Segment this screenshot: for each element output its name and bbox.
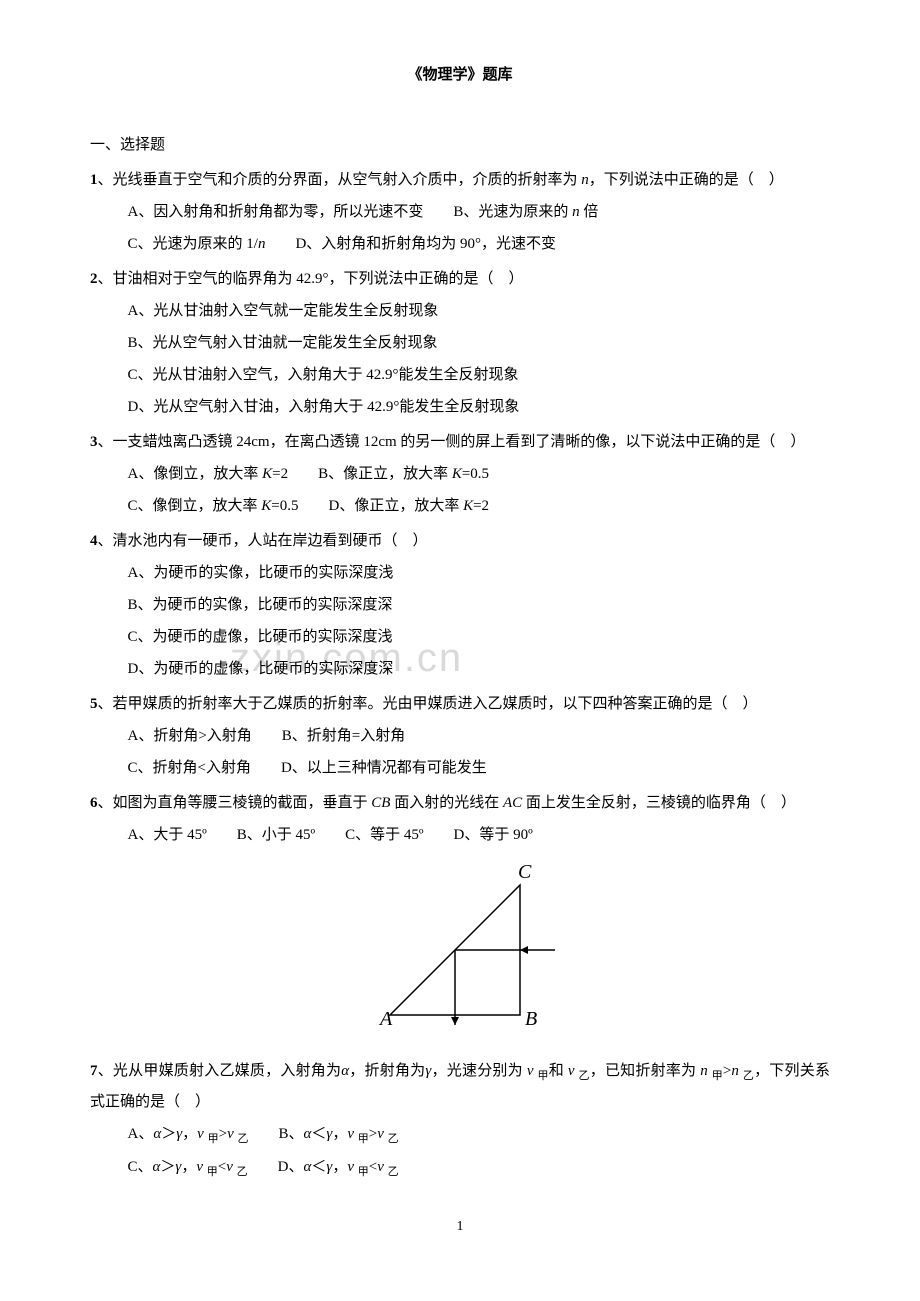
question-7: 7、光从甲媒质射入乙媒质，入射角为α，折射角为γ，光速分别为 v 甲和 v 乙，… (90, 1056, 830, 1183)
option-line: A、光从甘油射入空气就一定能发生全反射现象 (128, 296, 831, 326)
svg-text:B: B (525, 1008, 537, 1030)
option-line: C、为硬币的虚像，比硬币的实际深度浅 (128, 622, 831, 652)
option-line: C、像倒立，放大率 K=0.5 D、像正立，放大率 K=2 (128, 491, 831, 521)
option-line: B、光从空气射入甘油就一定能发生全反射现象 (128, 328, 831, 358)
question-4: 4、清水池内有一硬币，人站在岸边看到硬币（ ）A、为硬币的实像，比硬币的实际深度… (90, 526, 830, 684)
option-line: D、为硬币的虚像，比硬币的实际深度深 (128, 654, 831, 684)
question-text: 2、甘油相对于空气的临界角为 42.9°，下列说法中正确的是（ ） (90, 264, 830, 294)
option-line: B、为硬币的实像，比硬币的实际深度深 (128, 590, 831, 620)
option-line: C、光速为原来的 1/n D、入射角和折射角均为 90°，光速不变 (128, 229, 831, 259)
question-6: 6、如图为直角等腰三棱镜的截面，垂直于 CB 面入射的光线在 AC 面上发生全反… (90, 788, 830, 1046)
option-line: C、光从甘油射入空气，入射角大于 42.9°能发生全反射现象 (128, 360, 831, 390)
question-text: 5、若甲媒质的折射率大于乙媒质的折射率。光由甲媒质进入乙媒质时，以下四种答案正确… (90, 689, 830, 719)
svg-text:A: A (378, 1008, 393, 1030)
options: A、折射角>入射角 B、折射角=入射角C、折射角<入射角 D、以上三种情况都有可… (90, 721, 830, 783)
page-title: 《物理学》题库 (90, 60, 830, 90)
options: A、为硬币的实像，比硬币的实际深度浅B、为硬币的实像，比硬币的实际深度深C、为硬… (90, 558, 830, 684)
options: A、因入射角和折射角都为零，所以光速不变 B、光速为原来的 n 倍C、光速为原来… (90, 197, 830, 259)
option-line: A、折射角>入射角 B、折射角=入射角 (128, 721, 831, 751)
section-header: 一、选择题 (90, 130, 830, 160)
options: A、大于 45º B、小于 45º C、等于 45º D、等于 90º (90, 820, 830, 850)
question-1: 1、光线垂直于空气和介质的分界面，从空气射入介质中，介质的折射率为 n，下列说法… (90, 165, 830, 259)
option-line: D、光从空气射入甘油，入射角大于 42.9°能发生全反射现象 (128, 392, 831, 422)
triangle-figure: A B C (90, 860, 830, 1046)
question-3: 3、一支蜡烛离凸透镜 24cm，在离凸透镜 12cm 的另一侧的屏上看到了清晰的… (90, 427, 830, 521)
option-line: C、折射角<入射角 D、以上三种情况都有可能发生 (128, 753, 831, 783)
options: A、α＞γ，v 甲>v 乙 B、α＜γ，v 甲>v 乙C、α＞γ，v 甲<v 乙… (90, 1119, 830, 1183)
question-text: 6、如图为直角等腰三棱镜的截面，垂直于 CB 面入射的光线在 AC 面上发生全反… (90, 788, 830, 818)
question-text: 3、一支蜡烛离凸透镜 24cm，在离凸透镜 12cm 的另一侧的屏上看到了清晰的… (90, 427, 830, 457)
options: A、像倒立，放大率 K=2 B、像正立，放大率 K=0.5C、像倒立，放大率 K… (90, 459, 830, 521)
question-text: 4、清水池内有一硬币，人站在岸边看到硬币（ ） (90, 526, 830, 556)
question-text: 1、光线垂直于空气和介质的分界面，从空气射入介质中，介质的折射率为 n，下列说法… (90, 165, 830, 195)
page-number: 1 (90, 1213, 830, 1241)
page-content: 《物理学》题库 一、选择题 1、光线垂直于空气和介质的分界面，从空气射入介质中，… (90, 60, 830, 1241)
options: A、光从甘油射入空气就一定能发生全反射现象B、光从空气射入甘油就一定能发生全反射… (90, 296, 830, 422)
option-line: A、α＞γ，v 甲>v 乙 B、α＜γ，v 甲>v 乙 (128, 1119, 831, 1150)
questions-container: 1、光线垂直于空气和介质的分界面，从空气射入介质中，介质的折射率为 n，下列说法… (90, 165, 830, 1183)
option-line: A、为硬币的实像，比硬币的实际深度浅 (128, 558, 831, 588)
question-2: 2、甘油相对于空气的临界角为 42.9°，下列说法中正确的是（ ）A、光从甘油射… (90, 264, 830, 422)
question-5: 5、若甲媒质的折射率大于乙媒质的折射率。光由甲媒质进入乙媒质时，以下四种答案正确… (90, 689, 830, 783)
question-text: 7、光从甲媒质射入乙媒质，入射角为α，折射角为γ，光速分别为 v 甲和 v 乙，… (90, 1056, 830, 1117)
option-line: A、因入射角和折射角都为零，所以光速不变 B、光速为原来的 n 倍 (128, 197, 831, 227)
option-line: A、大于 45º B、小于 45º C、等于 45º D、等于 90º (128, 820, 831, 850)
option-line: C、α＞γ，v 甲<v 乙 D、α＜γ，v 甲<v 乙 (128, 1152, 831, 1183)
option-line: A、像倒立，放大率 K=2 B、像正立，放大率 K=0.5 (128, 459, 831, 489)
svg-text:C: C (518, 861, 532, 883)
